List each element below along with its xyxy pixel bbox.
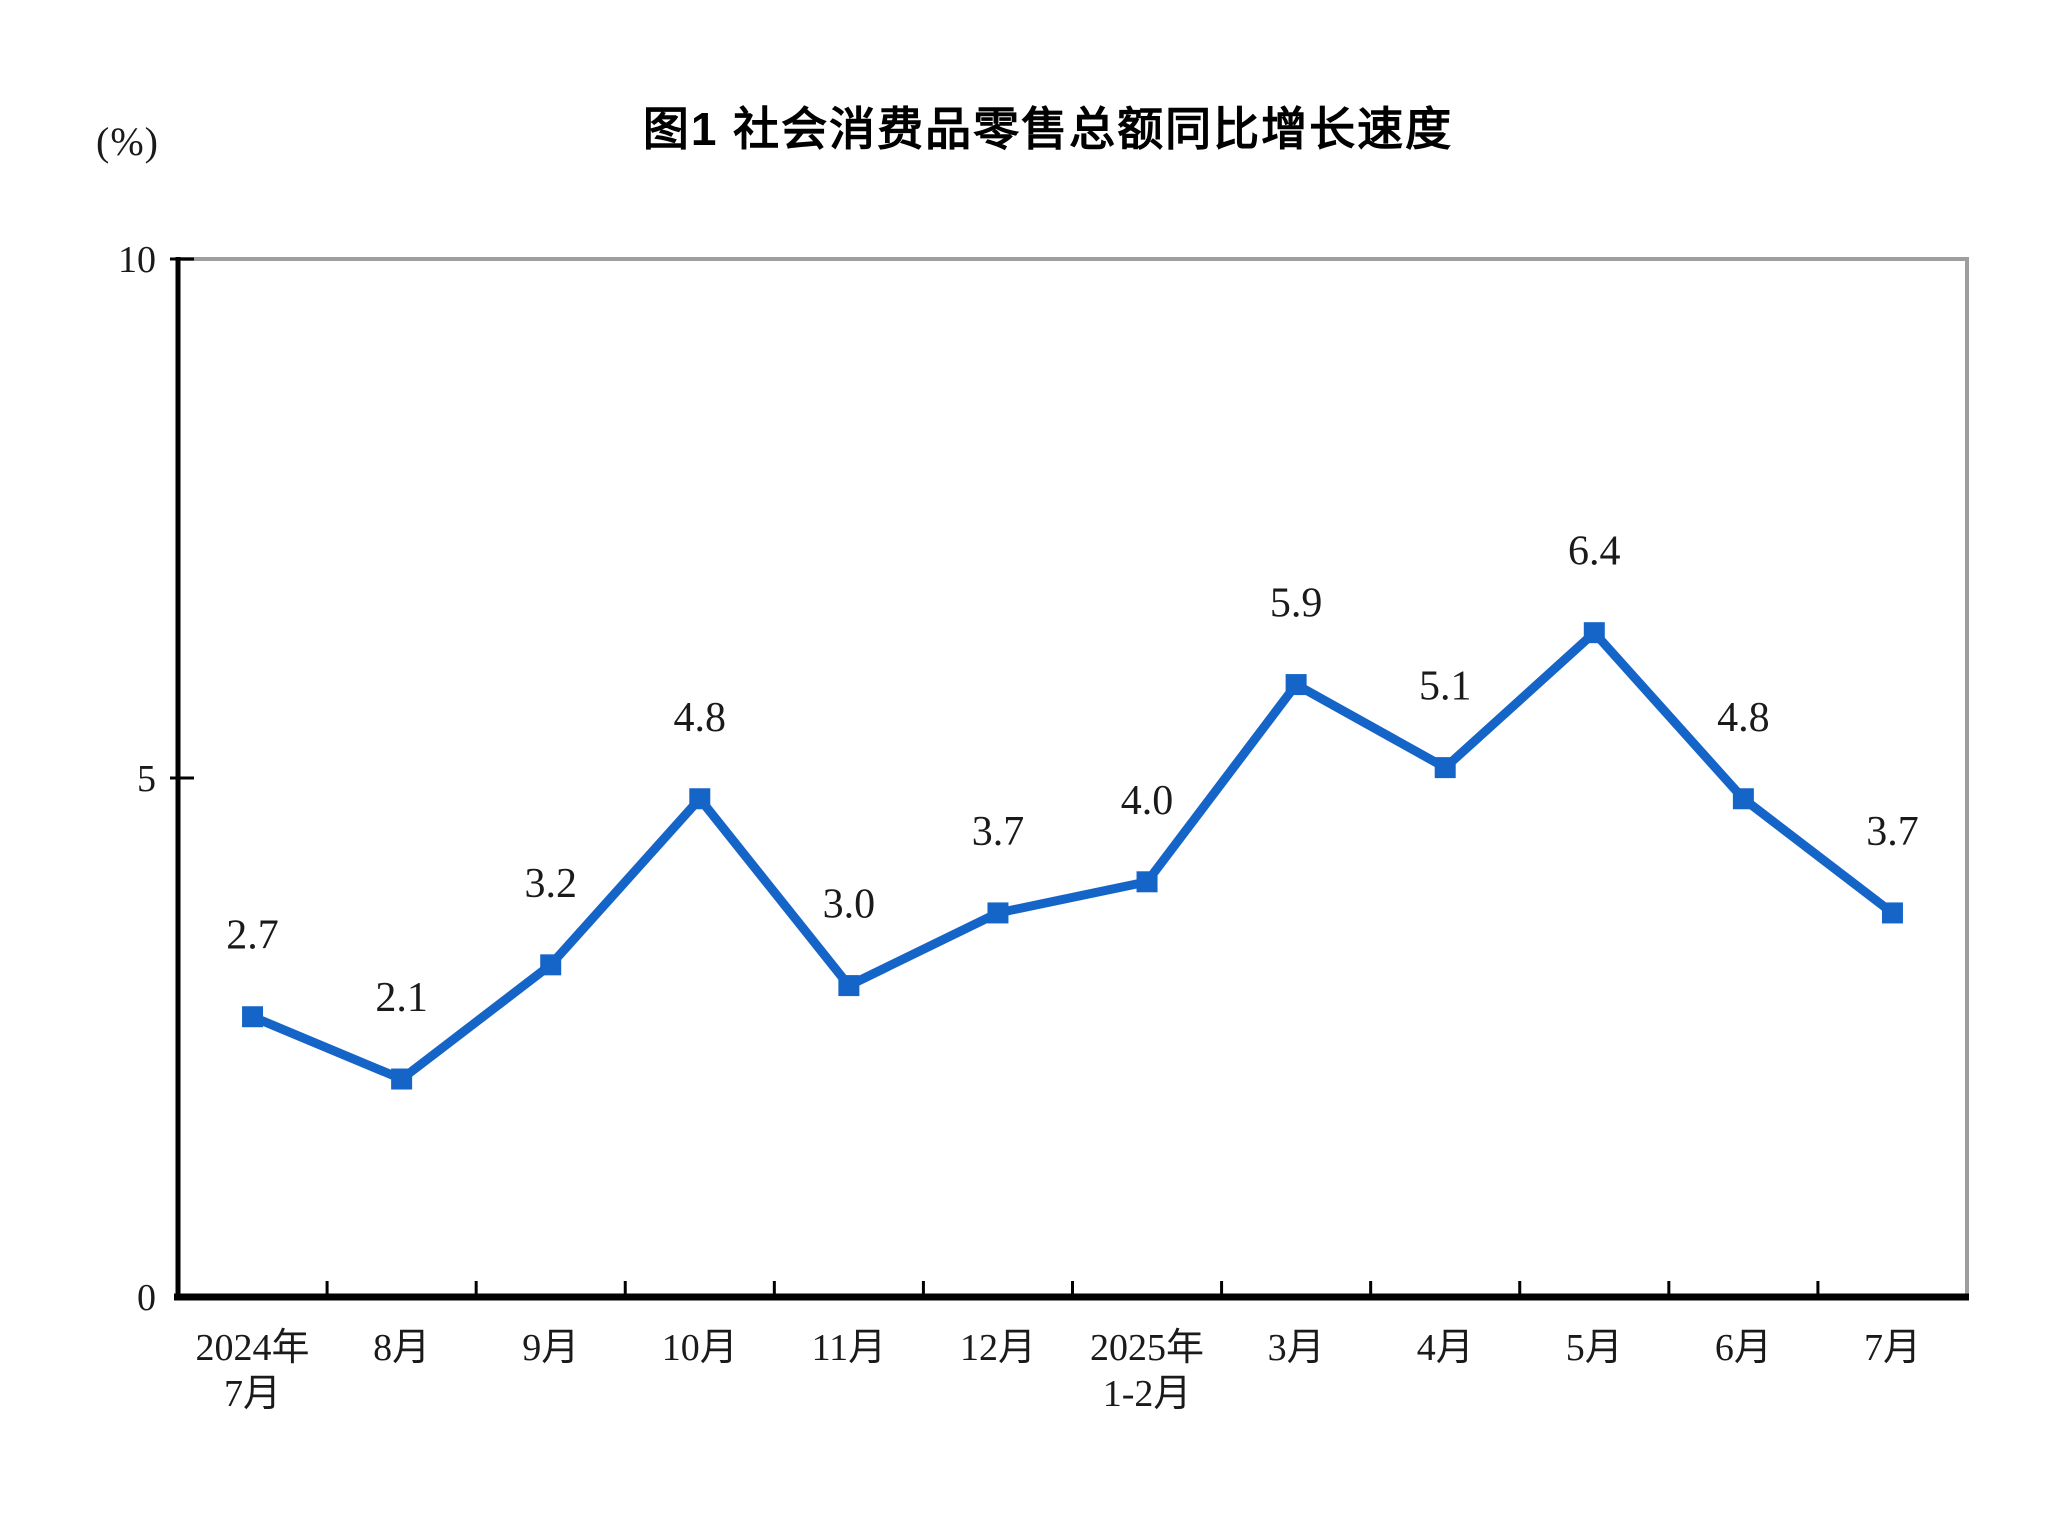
x-axis-label: 5月	[1566, 1327, 1623, 1369]
data-point-label: 2.7	[226, 913, 279, 959]
chart-title: 图1 社会消费品零售总额同比增长速度	[642, 103, 1454, 155]
data-point-label: 3.7	[1866, 809, 1919, 855]
data-point-label: 4.8	[674, 695, 727, 741]
data-point-marker	[987, 902, 1009, 924]
data-point-label: 4.0	[1121, 778, 1174, 824]
data-point-marker	[689, 788, 711, 810]
data-point-label: 3.0	[823, 882, 876, 928]
y-axis-unit-label: (%)	[96, 119, 159, 164]
data-point-label: 5.1	[1419, 664, 1472, 710]
x-axis-label: 2025年 1-2月	[1090, 1327, 1204, 1415]
x-axis-label: 11月	[812, 1327, 887, 1369]
x-axis-label: 7月	[1864, 1327, 1921, 1369]
data-point-label: 3.2	[524, 861, 577, 907]
data-point-label: 6.4	[1568, 529, 1621, 575]
x-axis-label: 10月	[662, 1327, 738, 1369]
x-axis-label: 2024年 7月	[196, 1327, 310, 1415]
x-axis-label: 6月	[1715, 1327, 1772, 1369]
x-axis-label: 4月	[1417, 1327, 1474, 1369]
data-point-label: 5.9	[1270, 581, 1323, 627]
data-point-label: 3.7	[972, 809, 1025, 855]
data-point-marker	[1434, 757, 1456, 779]
data-point-marker	[1732, 788, 1754, 810]
data-point-marker	[242, 1006, 264, 1028]
y-axis-tick-label: 5	[137, 758, 156, 800]
data-point-marker	[838, 975, 860, 997]
data-point-marker	[1285, 674, 1307, 696]
x-axis-label: 3月	[1268, 1327, 1325, 1369]
data-point-marker	[540, 954, 562, 976]
y-axis-tick-label: 10	[118, 239, 156, 281]
data-point-label: 4.8	[1717, 695, 1770, 741]
x-axis-label: 12月	[960, 1327, 1036, 1369]
data-point-marker	[391, 1068, 413, 1090]
data-point-marker	[1583, 622, 1605, 644]
data-point-marker	[1881, 902, 1903, 924]
data-point-label: 2.1	[375, 975, 428, 1021]
data-point-marker	[1136, 871, 1158, 893]
y-axis-tick-label: 0	[137, 1277, 156, 1319]
x-axis-label: 9月	[522, 1327, 579, 1369]
x-axis-label: 8月	[373, 1327, 430, 1369]
data-line	[250, 626, 1896, 1085]
